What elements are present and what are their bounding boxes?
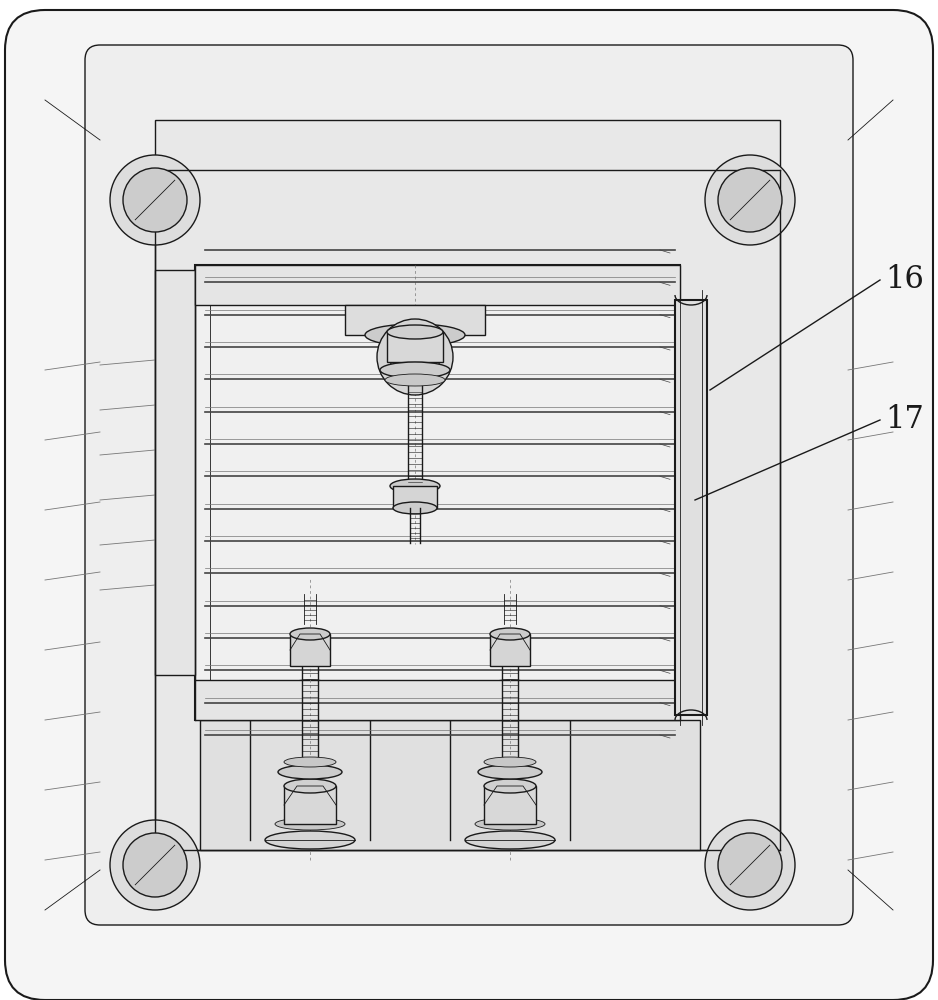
Bar xyxy=(290,634,330,666)
FancyBboxPatch shape xyxy=(85,45,853,925)
Circle shape xyxy=(705,155,795,245)
Ellipse shape xyxy=(390,479,440,493)
Bar xyxy=(155,270,195,675)
Bar xyxy=(284,786,336,824)
Ellipse shape xyxy=(284,779,336,793)
Bar xyxy=(200,720,700,850)
Bar xyxy=(195,265,680,305)
Circle shape xyxy=(123,833,187,897)
Bar xyxy=(345,305,485,335)
Bar xyxy=(490,634,530,666)
Ellipse shape xyxy=(387,325,443,339)
Ellipse shape xyxy=(385,374,445,386)
Bar xyxy=(393,486,437,508)
Ellipse shape xyxy=(393,502,437,514)
Bar xyxy=(387,332,443,362)
Circle shape xyxy=(718,833,782,897)
Circle shape xyxy=(377,319,453,395)
Ellipse shape xyxy=(265,831,355,849)
Circle shape xyxy=(390,332,440,382)
Ellipse shape xyxy=(284,757,336,767)
Ellipse shape xyxy=(380,362,450,378)
Ellipse shape xyxy=(475,818,545,830)
Circle shape xyxy=(718,168,782,232)
Text: 16: 16 xyxy=(885,264,924,296)
Text: 17: 17 xyxy=(885,404,924,436)
Circle shape xyxy=(123,168,187,232)
Bar xyxy=(195,680,680,720)
Ellipse shape xyxy=(484,757,536,767)
Ellipse shape xyxy=(275,818,345,830)
Ellipse shape xyxy=(484,779,536,793)
Bar xyxy=(675,300,707,715)
Ellipse shape xyxy=(365,324,465,346)
Circle shape xyxy=(110,820,200,910)
Ellipse shape xyxy=(465,831,555,849)
Circle shape xyxy=(705,820,795,910)
Ellipse shape xyxy=(490,628,530,640)
Ellipse shape xyxy=(478,765,542,779)
Bar xyxy=(155,120,780,850)
Bar xyxy=(195,265,680,720)
Ellipse shape xyxy=(278,765,342,779)
Circle shape xyxy=(110,155,200,245)
Ellipse shape xyxy=(290,628,330,640)
Bar xyxy=(484,786,536,824)
FancyBboxPatch shape xyxy=(5,10,933,1000)
